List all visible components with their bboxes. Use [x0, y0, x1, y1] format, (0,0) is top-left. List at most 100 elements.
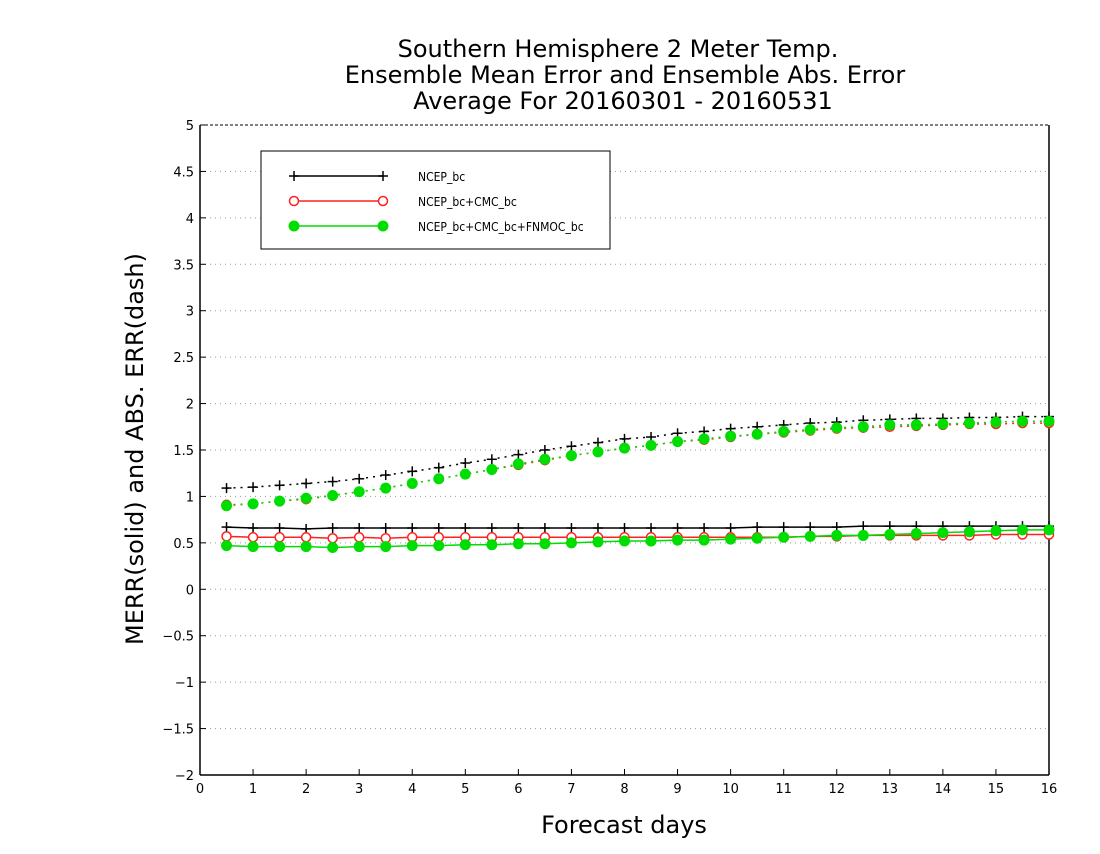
y-tick-label-0-5: −0.5: [162, 630, 194, 645]
point-ncep-bc-cmc-bc-fnmoc-bc-merr-31: [1043, 524, 1055, 536]
point-ncep-bc-abs-err-5: [354, 473, 365, 484]
point-ncep-bc-abs-err-11: [513, 449, 524, 460]
legend-label-ncep-cmc: NCEP_bc+CMC_bc: [418, 195, 517, 209]
point-ncep-bc-cmc-bc-fnmoc-bc-merr-5: [353, 541, 365, 553]
series-ncep-bc-merr-line: [226, 525, 1049, 530]
x-tick-label-14: 14: [935, 782, 952, 797]
point-ncep-bc-cmc-bc-fnmoc-bc-abs-err-27: [937, 418, 949, 430]
point-ncep-bc-merr-15: [619, 523, 630, 533]
series-lines: [221, 411, 1055, 553]
point-ncep-bc-cmc-bc-merr-5: [353, 532, 365, 543]
point-ncep-bc-abs-err-12: [539, 445, 550, 455]
point-ncep-bc-cmc-bc-merr-2: [274, 532, 285, 543]
x-tick-label-16: 16: [1041, 782, 1058, 797]
point-ncep-bc-merr-8: [433, 523, 444, 533]
point-ncep-bc-cmc-bc-fnmoc-bc-merr-11: [512, 538, 524, 550]
point-ncep-bc-cmc-bc-fnmoc-bc-abs-err-31: [1043, 415, 1055, 427]
point-ncep-bc-merr-10: [486, 523, 497, 533]
point-ncep-bc-merr-9: [460, 523, 471, 533]
point-ncep-bc-cmc-bc-fnmoc-bc-merr-20: [751, 532, 763, 544]
point-ncep-bc-cmc-bc-fnmoc-bc-abs-err-9: [459, 468, 471, 480]
point-ncep-bc-merr-21: [778, 522, 789, 533]
point-ncep-bc-cmc-bc-fnmoc-bc-merr-4: [327, 542, 339, 553]
point-ncep-bc-abs-err-13: [566, 441, 577, 452]
point-ncep-bc-merr-19: [725, 523, 736, 533]
point-ncep-bc-cmc-bc-fnmoc-bc-merr-21: [778, 531, 790, 543]
point-ncep-bc-merr-11: [513, 523, 524, 533]
point-ncep-bc-merr-13: [566, 523, 577, 533]
point-ncep-bc-cmc-bc-fnmoc-bc-abs-err-25: [884, 419, 896, 431]
x-tick-label-3: 3: [355, 782, 363, 797]
point-ncep-bc-merr-12: [539, 523, 550, 533]
point-ncep-bc-cmc-bc-fnmoc-bc-abs-err-11: [512, 458, 524, 470]
point-ncep-bc-merr-5: [354, 523, 365, 533]
point-ncep-bc-cmc-bc-fnmoc-bc-abs-err-8: [433, 473, 445, 485]
chart-title-line-3: Average For 20160301 - 20160531: [413, 87, 833, 115]
x-tick-label-6: 6: [514, 782, 522, 797]
x-tick-label-9: 9: [673, 782, 681, 797]
x-tick-label-0: 0: [196, 782, 204, 797]
point-ncep-bc-cmc-bc-fnmoc-bc-merr-1: [247, 541, 259, 553]
y-tick-label-0-5: 0.5: [173, 537, 194, 552]
point-ncep-bc-cmc-bc-fnmoc-bc-abs-err-7: [406, 477, 418, 489]
y-tick-label-5: 5: [186, 119, 194, 134]
y-tick-label-2: −2: [175, 769, 194, 784]
point-ncep-bc-cmc-bc-fnmoc-bc-abs-err-20: [751, 428, 763, 440]
point-ncep-bc-abs-err-4: [327, 476, 338, 487]
point-ncep-bc-cmc-bc-fnmoc-bc-merr-10: [486, 539, 498, 551]
point-ncep-bc-cmc-bc-fnmoc-bc-abs-err-5: [353, 486, 365, 498]
legend: NCEP_bc NCEP_bc+CMC_bc NCEP_bc+CMC_bc+FN…: [260, 150, 611, 250]
point-ncep-bc-cmc-bc-fnmoc-bc-abs-err-15: [619, 442, 630, 454]
point-ncep-bc-cmc-bc-fnmoc-bc-abs-err-4: [327, 490, 339, 501]
point-ncep-bc-cmc-bc-fnmoc-bc-abs-err-13: [565, 450, 577, 462]
series-ncep-bc-cmc-bc-fnmoc-bc: [221, 415, 1055, 553]
point-ncep-bc-cmc-bc-fnmoc-bc-merr-6: [380, 541, 392, 553]
y-axis-title: MERR(solid) and ABS. ERR(dash): [121, 253, 149, 645]
point-ncep-bc-merr-0: [221, 522, 232, 533]
point-ncep-bc-cmc-bc-fnmoc-bc-merr-18: [698, 534, 710, 546]
point-ncep-bc-cmc-bc-fnmoc-bc-merr-22: [804, 530, 816, 542]
y-tick-label-1: 1: [186, 490, 194, 505]
point-ncep-bc-cmc-bc-fnmoc-bc-abs-err-29: [990, 416, 1002, 428]
point-ncep-bc-cmc-bc-fnmoc-bc-abs-err-17: [672, 436, 684, 448]
legend-box: [260, 150, 611, 250]
point-ncep-bc-cmc-bc-fnmoc-bc-abs-err-18: [698, 433, 710, 445]
point-ncep-bc-abs-err-10: [486, 454, 497, 465]
point-ncep-bc-abs-err-2: [274, 480, 285, 491]
point-ncep-bc-cmc-bc-fnmoc-bc-merr-30: [1016, 524, 1028, 536]
point-ncep-bc-cmc-bc-merr-4: [327, 532, 338, 544]
point-ncep-bc-merr-22: [805, 522, 816, 533]
point-ncep-bc-merr-6: [380, 523, 391, 533]
x-tick-label-1: 1: [249, 782, 257, 797]
point-ncep-bc-cmc-bc-fnmoc-bc-merr-8: [433, 540, 445, 552]
point-ncep-bc-abs-err-6: [380, 470, 391, 481]
point-ncep-bc-merr-1: [248, 523, 259, 533]
y-tick-label-4-5: 4.5: [173, 165, 194, 180]
point-ncep-bc-abs-err-7: [407, 466, 418, 477]
y-tick-label-3: 3: [186, 305, 194, 320]
point-ncep-bc-cmc-bc-fnmoc-bc-merr-2: [274, 541, 286, 553]
point-ncep-bc-abs-err-3: [301, 478, 312, 489]
y-tick-label-2: 2: [186, 398, 194, 413]
x-tick-label-2: 2: [302, 782, 310, 797]
x-tick-label-12: 12: [828, 782, 845, 797]
x-axis-title: Forecast days: [541, 811, 707, 839]
x-tick-label-8: 8: [620, 782, 628, 797]
point-ncep-bc-cmc-bc-fnmoc-bc-abs-err-19: [725, 430, 737, 442]
legend-marker-end-ncep-bc-cmc-bc: [377, 195, 389, 207]
x-tick-label-5: 5: [461, 782, 469, 797]
series-ncep-bc: [221, 411, 1054, 534]
point-ncep-bc-cmc-bc-fnmoc-bc-merr-26: [910, 528, 922, 540]
point-ncep-bc-cmc-bc-fnmoc-bc-merr-14: [592, 536, 604, 548]
x-tick-label-11: 11: [775, 782, 792, 797]
y-tick-label-1-5: 1.5: [173, 444, 194, 459]
point-ncep-bc-cmc-bc-fnmoc-bc-abs-err-24: [857, 421, 869, 433]
point-ncep-bc-cmc-bc-fnmoc-bc-merr-15: [619, 535, 630, 547]
point-ncep-bc-abs-err-8: [433, 462, 444, 473]
point-ncep-bc-merr-16: [646, 523, 657, 533]
legend-marker-end-ncep-bc: [378, 171, 388, 181]
x-tick-label-7: 7: [567, 782, 575, 797]
point-ncep-bc-cmc-bc-fnmoc-bc-merr-17: [672, 534, 684, 546]
point-ncep-bc-cmc-bc-fnmoc-bc-abs-err-14: [592, 446, 604, 458]
